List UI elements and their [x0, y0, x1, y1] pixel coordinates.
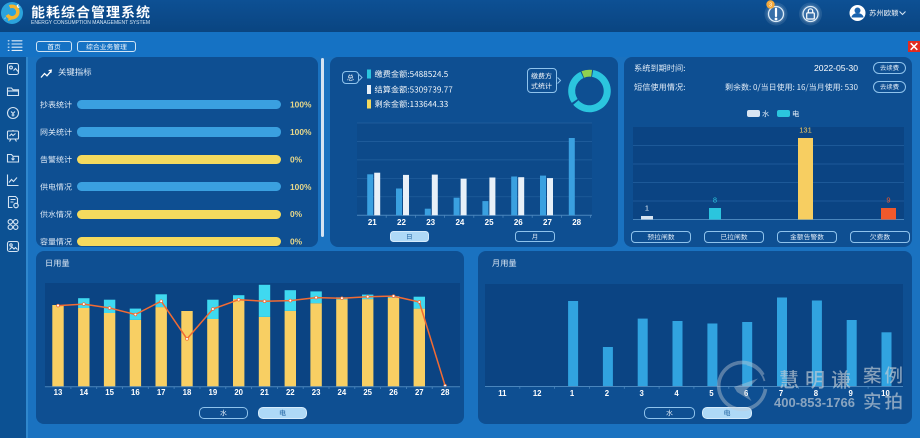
- svg-text:26: 26: [389, 388, 398, 397]
- svg-text:27: 27: [415, 388, 424, 397]
- svg-text:25: 25: [485, 218, 494, 227]
- svg-text:21: 21: [260, 388, 269, 397]
- svg-text:15: 15: [105, 388, 114, 397]
- svg-text:26: 26: [514, 218, 523, 227]
- svg-text:8: 8: [713, 196, 717, 205]
- svg-text:16: 16: [131, 388, 140, 397]
- svg-text:10: 10: [881, 389, 890, 398]
- svg-text:0%: 0%: [290, 154, 303, 164]
- svg-text:9: 9: [849, 389, 854, 398]
- svg-text:17: 17: [157, 388, 166, 397]
- svg-text:100%: 100%: [290, 182, 312, 192]
- svg-text:18: 18: [183, 388, 192, 397]
- svg-text:11: 11: [498, 389, 507, 398]
- svg-text:19: 19: [209, 388, 218, 397]
- svg-text:5: 5: [709, 389, 714, 398]
- svg-text:20: 20: [234, 388, 243, 397]
- svg-text:7: 7: [779, 389, 783, 398]
- svg-text:24: 24: [338, 388, 347, 397]
- svg-text:23: 23: [426, 218, 435, 227]
- svg-text:1: 1: [645, 204, 649, 213]
- svg-text:0%: 0%: [290, 209, 303, 219]
- svg-text:28: 28: [572, 218, 581, 227]
- svg-text:13: 13: [54, 388, 63, 397]
- svg-text:9: 9: [886, 196, 890, 205]
- svg-text:4: 4: [674, 389, 679, 398]
- svg-text:22: 22: [397, 218, 406, 227]
- svg-text:14: 14: [79, 388, 88, 397]
- svg-text:6: 6: [744, 389, 749, 398]
- svg-text:2022-05-30: 2022-05-30: [814, 63, 858, 73]
- svg-text:1: 1: [570, 389, 575, 398]
- svg-text:8: 8: [814, 389, 819, 398]
- svg-text:100%: 100%: [290, 100, 312, 110]
- svg-text:23: 23: [312, 388, 321, 397]
- svg-text:24: 24: [455, 218, 464, 227]
- svg-text:3: 3: [769, 3, 772, 9]
- svg-text:100%: 100%: [290, 127, 312, 137]
- svg-text:12: 12: [533, 389, 542, 398]
- svg-text:ENERGY CONSUMPTION MANAGEMENT: ENERGY CONSUMPTION MANAGEMENT SYSTEM: [31, 20, 150, 26]
- svg-text:131: 131: [799, 126, 812, 135]
- svg-text:28: 28: [441, 388, 450, 397]
- svg-text:3: 3: [640, 389, 645, 398]
- svg-text:21: 21: [368, 218, 377, 227]
- svg-text:22: 22: [286, 388, 295, 397]
- svg-text:27: 27: [543, 218, 552, 227]
- svg-text:0%: 0%: [290, 237, 303, 247]
- svg-text:400-853-1766: 400-853-1766: [774, 395, 855, 410]
- svg-text:2: 2: [605, 389, 610, 398]
- svg-text:25: 25: [363, 388, 372, 397]
